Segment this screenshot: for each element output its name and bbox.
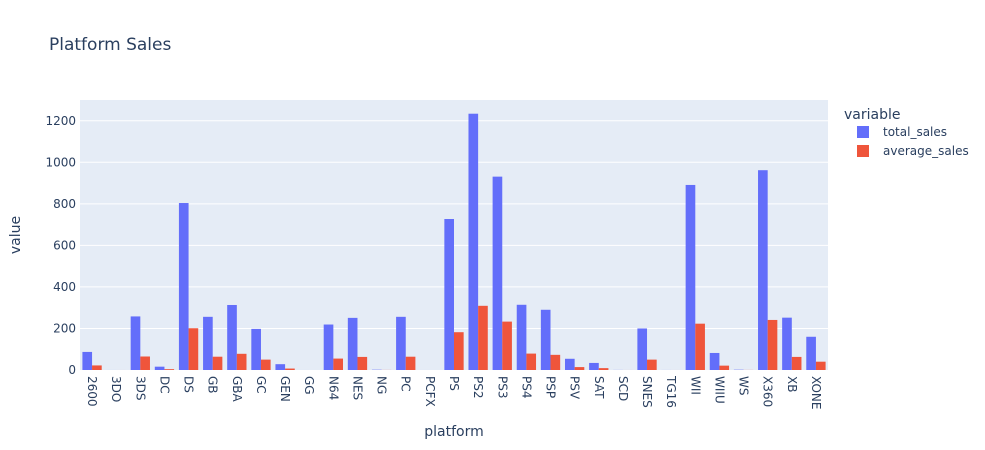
x-tick-label: PSP	[544, 376, 558, 398]
legend-title: variable	[844, 107, 900, 123]
x-tick-label: WS	[737, 376, 751, 395]
bar-total_sales-GB[interactable]	[203, 316, 213, 370]
bar-total_sales-PS3[interactable]	[492, 176, 503, 370]
legend-label-total_sales[interactable]: total_sales	[883, 125, 947, 139]
x-tick-label: DC	[157, 376, 171, 394]
bar-total_sales-PC[interactable]	[396, 316, 406, 370]
bar-average_sales-PS3[interactable]	[502, 321, 512, 370]
bar-total_sales-PS4[interactable]	[516, 304, 527, 370]
bar-average_sales-X360[interactable]	[767, 319, 778, 370]
bar-average_sales-GB[interactable]	[212, 356, 223, 370]
y-tick-label: 200	[53, 321, 76, 335]
bar-total_sales-WII[interactable]	[685, 184, 696, 370]
bar-average_sales-DC[interactable]	[164, 369, 175, 370]
x-tick-label: GG	[302, 376, 316, 395]
x-tick-label: XONE	[809, 376, 823, 409]
x-tick-label: GBA	[230, 376, 244, 403]
legend[interactable]: variable total_sales average_sales	[844, 107, 969, 158]
bar-average_sales-GC[interactable]	[260, 359, 271, 370]
x-tick-label: PS	[447, 376, 461, 391]
bar-total_sales-PSV[interactable]	[564, 358, 575, 370]
y-tick-label: 1200	[45, 114, 76, 128]
chart-title: Platform Sales	[49, 35, 171, 55]
bar-average_sales-DS[interactable]	[188, 328, 199, 370]
y-tick-label: 800	[53, 197, 76, 211]
bar-total_sales-GC[interactable]	[251, 328, 261, 370]
legend-swatch-average_sales[interactable]	[857, 145, 869, 157]
bar-total_sales-PS2[interactable]	[468, 113, 479, 371]
bar-total_sales-2600[interactable]	[82, 351, 93, 370]
y-tick-label: 1000	[45, 155, 76, 169]
bar-average_sales-N64[interactable]	[333, 358, 343, 370]
x-tick-label: DS	[182, 376, 196, 393]
x-tick-label: PC	[399, 376, 413, 392]
bar-average_sales-SNES[interactable]	[647, 359, 657, 370]
x-tick-label: SAT	[592, 376, 606, 399]
x-tick-label: WIIU	[712, 376, 726, 404]
bar-average_sales-2600[interactable]	[92, 365, 102, 370]
bar-average_sales-PS4[interactable]	[526, 353, 537, 370]
y-axis-title: value	[8, 216, 24, 254]
bar-average_sales-3DS[interactable]	[140, 356, 150, 371]
bar-total_sales-WIIU[interactable]	[709, 352, 720, 370]
x-tick-label: GEN	[278, 376, 292, 402]
y-tick-label: 600	[53, 238, 76, 252]
x-tick-label: N64	[326, 376, 340, 400]
x-tick-label: PCFX	[423, 376, 437, 407]
bar-total_sales-DC[interactable]	[154, 366, 165, 370]
bar-average_sales-XONE[interactable]	[815, 361, 826, 370]
bar-average_sales-SAT[interactable]	[598, 368, 609, 370]
bar-total_sales-XB[interactable]	[782, 317, 792, 370]
bar-total_sales-PS[interactable]	[444, 219, 454, 370]
bar-total_sales-N64[interactable]	[323, 324, 334, 370]
bar-total_sales-XONE[interactable]	[806, 336, 816, 370]
bar-average_sales-PSP[interactable]	[550, 354, 561, 370]
bar-total_sales-DS[interactable]	[178, 203, 189, 370]
x-tick-label: XB	[785, 376, 799, 392]
x-tick-label: 3DS	[133, 376, 147, 401]
bar-total_sales-GBA[interactable]	[227, 304, 237, 370]
bar-average_sales-NES[interactable]	[357, 356, 368, 370]
bar-average_sales-WII[interactable]	[695, 323, 705, 370]
bar-total_sales-NES[interactable]	[347, 317, 358, 370]
bar-average_sales-GBA[interactable]	[236, 353, 247, 370]
y-tick-label: 400	[53, 280, 76, 294]
bar-total_sales-SNES[interactable]	[637, 328, 648, 370]
bar-average_sales-PSV[interactable]	[574, 367, 585, 370]
bar-average_sales-GEN[interactable]	[285, 368, 295, 370]
bars	[82, 113, 826, 371]
bar-average_sales-PS2[interactable]	[478, 305, 488, 370]
x-tick-label: SCD	[616, 376, 630, 401]
bar-average_sales-XB[interactable]	[791, 356, 802, 370]
x-tick-label: TG16	[664, 375, 678, 408]
x-axis-title: platform	[424, 424, 484, 440]
bar-average_sales-PS[interactable]	[454, 332, 464, 370]
bar-total_sales-X360[interactable]	[758, 170, 768, 370]
legend-label-average_sales[interactable]: average_sales	[883, 144, 969, 158]
y-tick-label: 0	[68, 363, 76, 377]
x-tick-label: X360	[761, 376, 775, 407]
x-tick-label: SNES	[640, 376, 654, 408]
y-axis-ticks: 0 200 400 600 800 1000 1200	[45, 114, 76, 377]
x-tick-label: PS2	[471, 376, 485, 399]
bar-average_sales-PC[interactable]	[405, 356, 416, 370]
x-tick-label: PS4	[519, 376, 533, 399]
legend-swatch-total_sales[interactable]	[857, 126, 869, 138]
x-tick-label: NG	[375, 376, 389, 394]
x-tick-label: 3DO	[109, 376, 123, 402]
x-tick-label: WII	[688, 376, 702, 395]
x-tick-label: NES	[350, 376, 364, 400]
x-tick-label: PSV	[568, 376, 582, 400]
x-tick-label: GB	[206, 376, 220, 394]
bar-total_sales-3DS[interactable]	[130, 316, 141, 370]
x-tick-label: PS3	[495, 376, 509, 399]
bar-total_sales-PSP[interactable]	[540, 309, 551, 370]
x-tick-label: GC	[254, 376, 268, 394]
bar-total_sales-SAT[interactable]	[589, 362, 599, 370]
bar-average_sales-WIIU[interactable]	[719, 365, 730, 370]
x-axis-ticks: 2600 3DO 3DS DC DS GB GBA GC GEN GG N64 NES NG PC PCFX…	[85, 375, 823, 409]
bar-total_sales-GEN[interactable]	[275, 364, 286, 370]
x-tick-label: 2600	[85, 376, 99, 407]
